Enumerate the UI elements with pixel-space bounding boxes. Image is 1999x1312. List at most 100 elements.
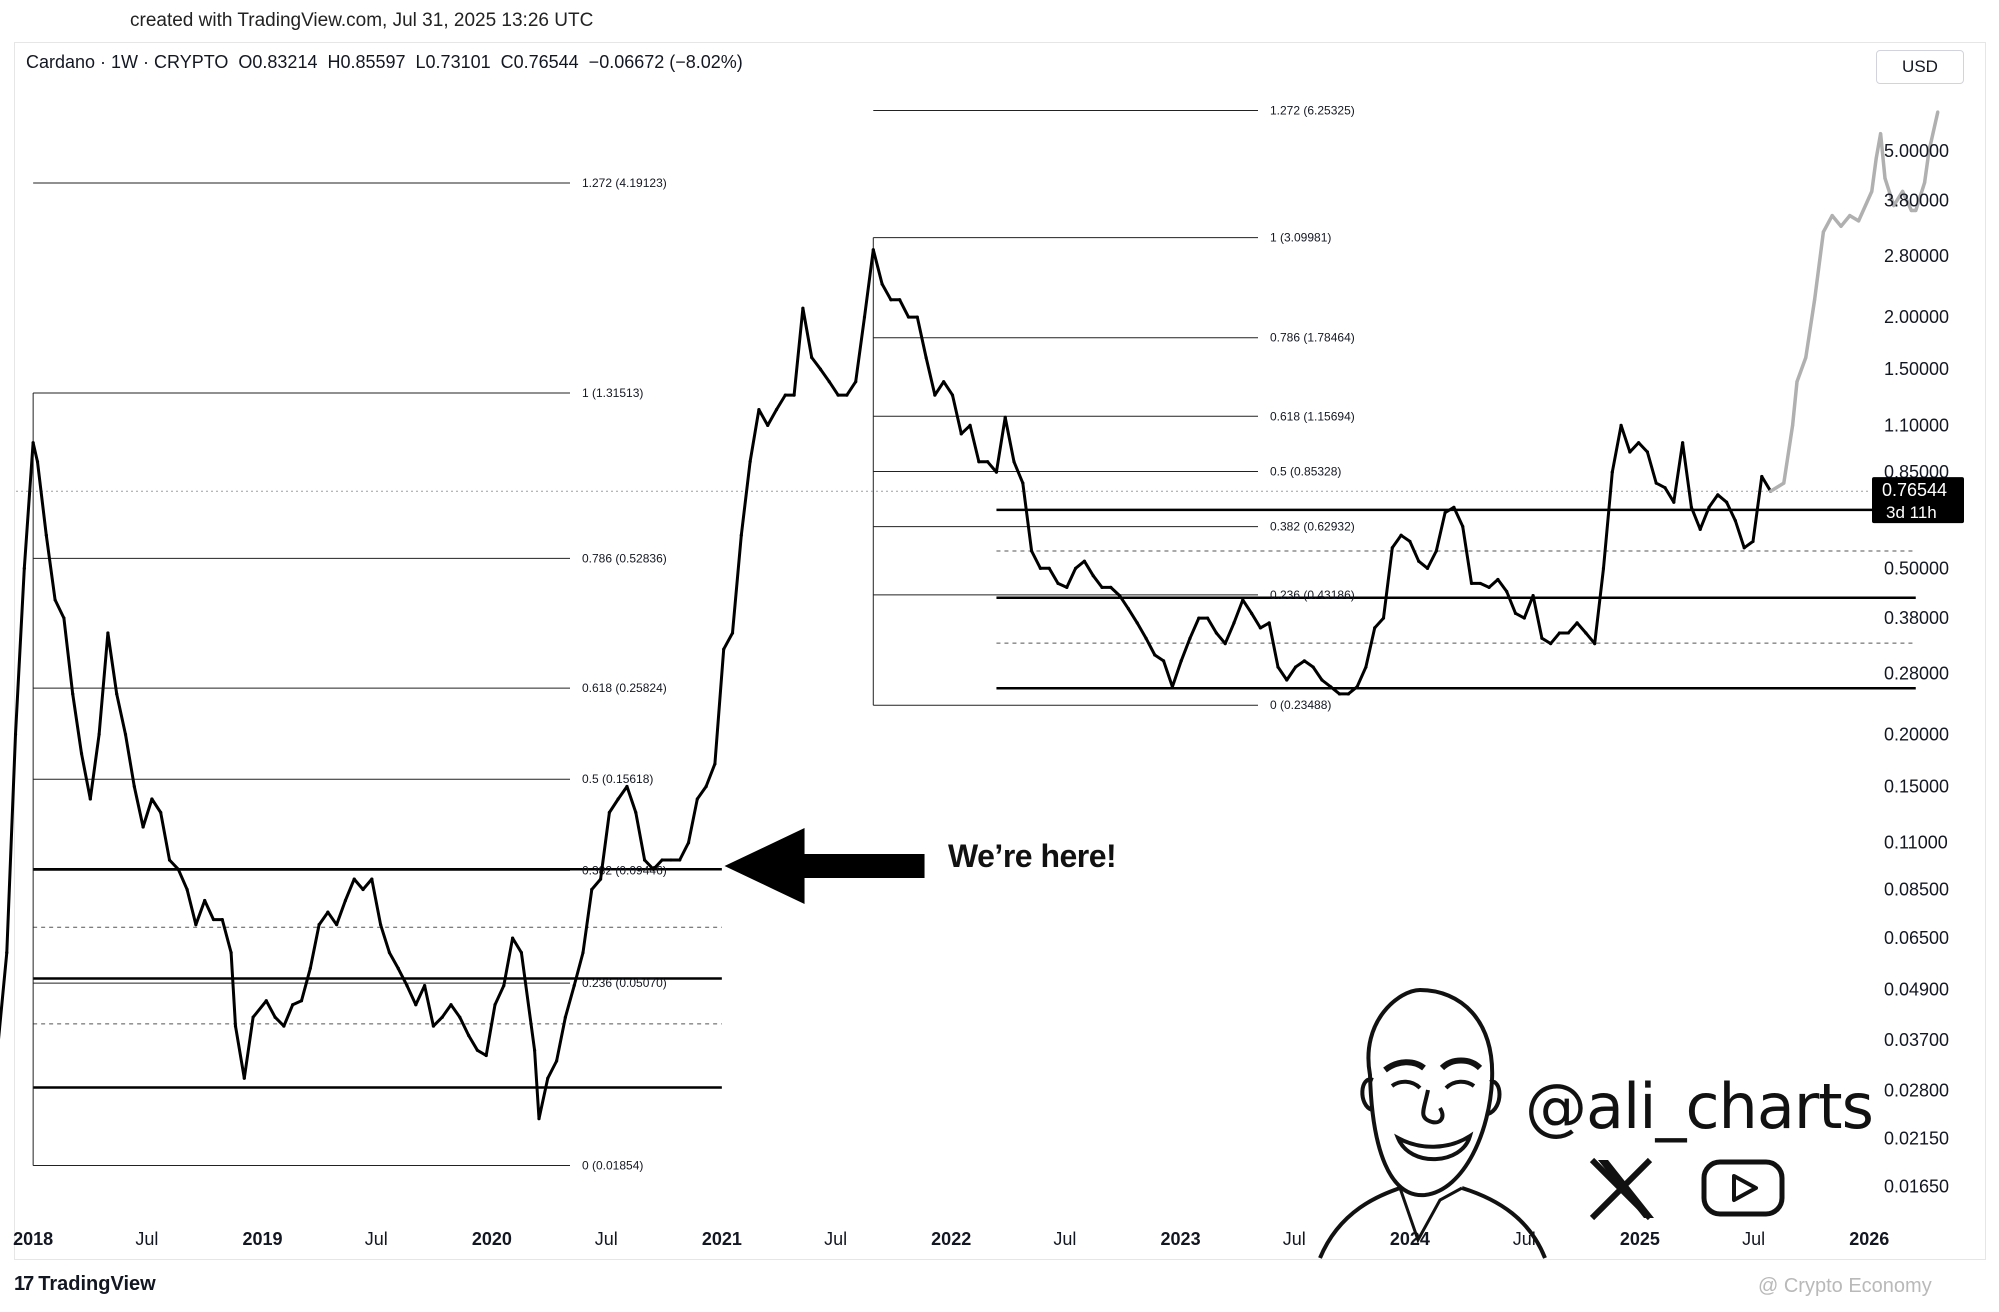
x-tick-label: 2023: [1161, 1229, 1201, 1249]
data-point: [97, 732, 101, 736]
data-point: [634, 810, 638, 815]
fib-level-label: 0.786 (0.52836): [582, 551, 667, 565]
symbol-legend: Cardano · 1W · CRYPTO O0.83214 H0.85597 …: [26, 52, 743, 72]
last-price-value: 0.76544: [1882, 480, 1947, 500]
data-point: [1364, 665, 1368, 669]
data-point: [1760, 474, 1764, 479]
youtube-icon[interactable]: [1701, 1159, 1785, 1217]
data-point: [1390, 546, 1394, 550]
data-point: [1513, 611, 1518, 615]
tradingview-logo[interactable]: 17 TradingView: [14, 1273, 156, 1296]
data-point: [1337, 692, 1342, 696]
data-point: [1302, 659, 1306, 663]
data-point: [343, 898, 348, 903]
data-point: [1487, 585, 1491, 590]
data-point: [414, 1003, 418, 1007]
data-point: [854, 380, 858, 384]
data-point: [880, 282, 884, 286]
data-point: [44, 533, 48, 537]
y-tick-label: 3.80000: [1884, 191, 1949, 211]
fib-level-label: 0 (0.01854): [582, 1158, 643, 1172]
data-point: [396, 966, 400, 970]
data-point: [757, 408, 761, 412]
data-point: [1346, 692, 1350, 696]
price-series: [0, 110, 1940, 1121]
data-point: [1197, 616, 1201, 620]
y-tick-label: 0.28000: [1884, 663, 1949, 683]
x-logo-icon[interactable]: [1589, 1157, 1654, 1221]
data-point: [1830, 214, 1834, 218]
y-tick-label: 1.50000: [1884, 359, 1949, 379]
data-point: [1821, 230, 1825, 234]
y-tick-label: 2.00000: [1884, 307, 1949, 327]
data-point: [1417, 559, 1421, 563]
data-point: [233, 1024, 238, 1028]
data-point: [590, 887, 594, 892]
data-point: [1557, 631, 1562, 635]
fib-level-label: 0.618 (0.25824): [582, 681, 667, 695]
x-tick-label: Jul: [365, 1229, 388, 1249]
y-tick-label: 5.00000: [1884, 141, 1949, 161]
data-point: [1126, 607, 1131, 611]
data-point: [968, 423, 972, 428]
data-point: [1566, 631, 1570, 635]
x-tick-label: Jul: [595, 1229, 618, 1249]
data-point: [1856, 219, 1861, 223]
author-avatar: [1318, 987, 1547, 1259]
fib-level-label: 1.272 (6.25325): [1270, 103, 1355, 117]
data-point: [669, 858, 673, 862]
data-point: [1038, 566, 1043, 570]
data-point: [810, 355, 814, 360]
last-price-box: [1872, 477, 1964, 524]
data-point: [282, 1024, 286, 1028]
data-point: [1637, 441, 1641, 445]
data-point: [106, 631, 110, 635]
data-point: [519, 950, 523, 955]
data-point: [1452, 505, 1456, 509]
data-point: [871, 248, 875, 252]
data-point: [1689, 505, 1694, 509]
data-point: [836, 393, 840, 397]
data-point: [1065, 585, 1069, 590]
avatar-head: [1366, 987, 1495, 1198]
data-point: [774, 408, 779, 412]
y-tick-label: 0.20000: [1884, 724, 1949, 744]
data-point: [1628, 450, 1632, 454]
avatar-ear-right: [1486, 1079, 1502, 1116]
data-point: [1329, 685, 1333, 689]
data-point: [827, 380, 831, 384]
data-point: [898, 298, 902, 302]
x-tick-label: 2021: [702, 1229, 742, 1249]
last-price-label: 0.76544 3d 11h: [1872, 477, 1964, 524]
data-point: [1276, 665, 1280, 669]
data-point: [950, 393, 955, 397]
y-tick-label: 0.02150: [1884, 1129, 1949, 1149]
data-point: [1285, 678, 1289, 682]
data-point: [132, 784, 136, 789]
data-point: [1399, 533, 1403, 537]
data-point: [1909, 208, 1913, 213]
data-point: [22, 566, 26, 570]
data-point: [1878, 132, 1883, 136]
data-point: [229, 950, 233, 955]
y-tick-label: 0.06500: [1884, 928, 1949, 948]
x-tick-label: 2026: [1849, 1229, 1889, 1249]
fib-level-label: 1.272 (4.19123): [582, 176, 667, 190]
data-point: [1434, 549, 1438, 553]
data-point: [251, 1015, 255, 1019]
series-line-1: [1769, 111, 1940, 493]
x-axis: 2018 Jul 2019 Jul 2020 Jul 2021 Jul 2022 Jul 2023 J…: [13, 1229, 1889, 1249]
data-point: [651, 867, 655, 871]
data-point: [1522, 616, 1526, 620]
fib-level-label: 0.786 (1.78464): [1270, 331, 1355, 345]
data-point: [862, 315, 867, 319]
data-point: [1003, 415, 1007, 419]
x-tick-label: Jul: [135, 1229, 158, 1249]
data-point: [1074, 566, 1078, 570]
data-point: [660, 858, 664, 862]
data-point: [1716, 493, 1720, 497]
x-tick-label: 2020: [472, 1229, 512, 1249]
range-zones: [33, 508, 1916, 1089]
currency-selector[interactable]: USD: [1876, 50, 1964, 84]
